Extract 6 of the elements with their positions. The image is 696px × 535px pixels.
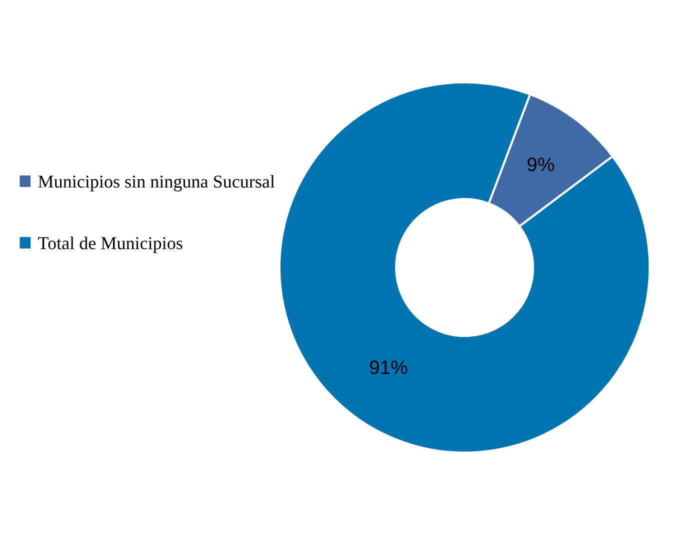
donut-slice [488, 93, 614, 228]
donut-slice [278, 81, 651, 454]
legend-label: Municipios sin ninguna Sucursal [38, 175, 275, 192]
legend-label: Total de Municipios [38, 236, 182, 253]
data-label: 91% [370, 360, 408, 374]
data-label: 9% [528, 158, 554, 172]
